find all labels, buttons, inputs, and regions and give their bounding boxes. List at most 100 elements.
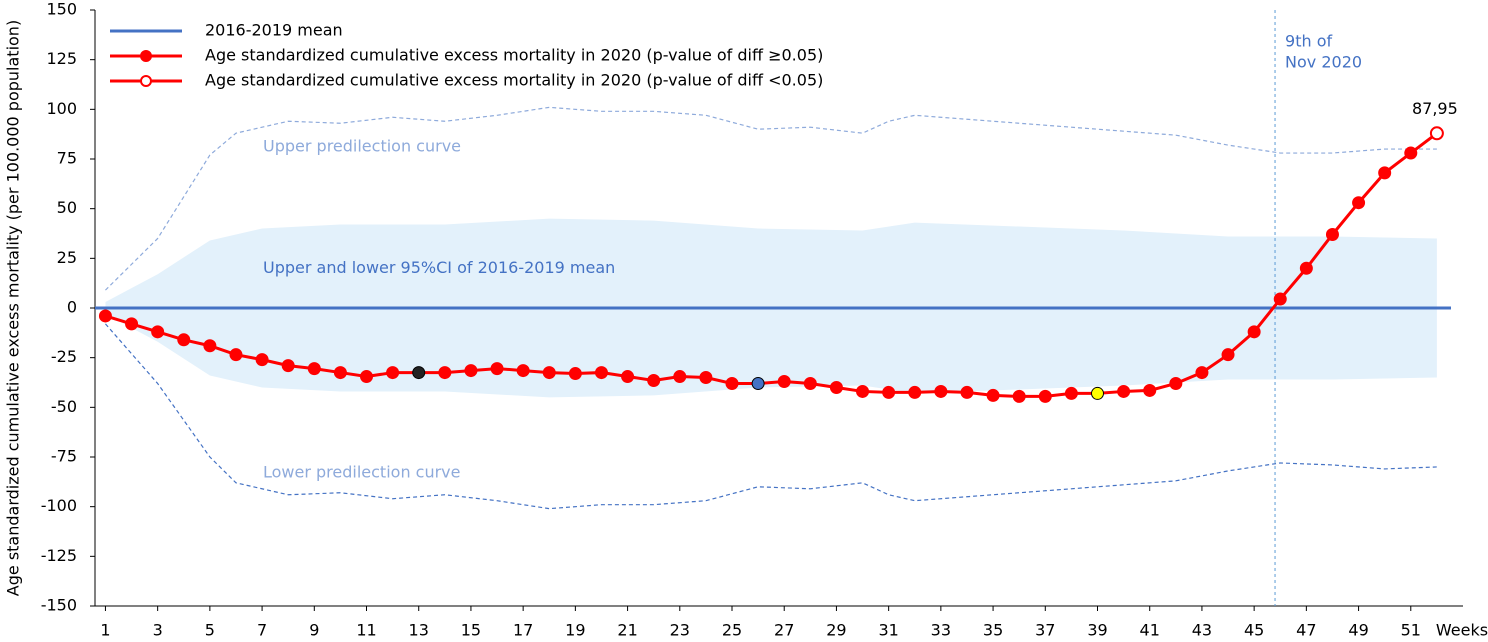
- marker: [934, 384, 948, 398]
- legend-label: 2016-2019 mean: [205, 21, 343, 40]
- marker: [229, 348, 243, 362]
- x-tick-label: 27: [774, 621, 794, 640]
- marker: [594, 366, 608, 380]
- annotation: Lower predilection curve: [263, 462, 461, 481]
- x-tick-label: 29: [826, 621, 846, 640]
- x-tick-label: 35: [983, 621, 1003, 640]
- marker: [203, 339, 217, 353]
- y-tick-label: 25: [57, 248, 77, 267]
- marker: [438, 366, 452, 380]
- marker: [98, 309, 112, 323]
- legend-label: Age standardized cumulative excess morta…: [205, 46, 823, 65]
- marker: [1038, 389, 1052, 403]
- marker: [908, 385, 922, 399]
- x-tick-label: 19: [565, 621, 585, 640]
- annotation: Upper and lower 95%CI of 2016-2019 mean: [263, 258, 615, 277]
- legend-label: Age standardized cumulative excess morta…: [205, 71, 823, 90]
- marker: [1117, 384, 1131, 398]
- prediction-curve: [105, 106, 1437, 291]
- marker: [751, 376, 765, 390]
- x-tick-label: 13: [409, 621, 429, 640]
- marker: [725, 376, 739, 390]
- marker: [647, 374, 661, 388]
- y-tick-label: -100: [41, 496, 77, 515]
- x-tick-label: 3: [153, 621, 163, 640]
- x-tick-label: 43: [1192, 621, 1212, 640]
- marker: [699, 371, 713, 385]
- marker: [307, 362, 321, 376]
- marker: [1378, 166, 1392, 180]
- x-tick-label: 9: [309, 621, 319, 640]
- x-tick-label: 5: [205, 621, 215, 640]
- marker: [1143, 383, 1157, 397]
- x-tick-label: 15: [461, 621, 481, 640]
- marker: [151, 325, 165, 339]
- marker: [803, 376, 817, 390]
- x-tick-label: 23: [670, 621, 690, 640]
- x-tick-label: 37: [1035, 621, 1055, 640]
- y-tick-label: 75: [57, 149, 77, 168]
- marker: [1195, 366, 1209, 380]
- x-tick-label: 25: [722, 621, 742, 640]
- x-axis-label: Weeks: [1436, 621, 1488, 640]
- marker: [1352, 196, 1366, 210]
- marker: [1221, 348, 1235, 362]
- marker: [1247, 325, 1261, 339]
- marker: [490, 362, 504, 376]
- y-tick-label: 150: [46, 0, 77, 19]
- y-tick-label: 125: [46, 49, 77, 68]
- marker: [360, 370, 374, 384]
- x-tick-label: 49: [1348, 621, 1368, 640]
- marker: [516, 364, 530, 378]
- marker: [386, 366, 400, 380]
- marker: [1012, 389, 1026, 403]
- y-tick-label: -50: [51, 397, 77, 416]
- marker: [568, 367, 582, 381]
- y-tick-label: -150: [41, 596, 77, 615]
- x-tick-label: 47: [1296, 621, 1316, 640]
- marker: [1299, 261, 1313, 275]
- marker: [1325, 227, 1339, 241]
- marker: [412, 366, 426, 380]
- marker: [1169, 376, 1183, 390]
- prediction-curve: [104, 323, 1437, 510]
- reference-label: Nov 2020: [1285, 53, 1362, 72]
- marker: [255, 353, 269, 367]
- x-tick-label: 7: [257, 621, 267, 640]
- y-tick-label: 0: [67, 298, 77, 317]
- data-label: 87,95: [1412, 99, 1458, 118]
- marker: [1064, 386, 1078, 400]
- marker: [125, 317, 139, 331]
- x-tick-label: 51: [1401, 621, 1421, 640]
- x-tick-label: 11: [356, 621, 376, 640]
- x-tick-label: 41: [1140, 621, 1160, 640]
- marker: [829, 380, 843, 394]
- legend-swatch: [140, 75, 152, 87]
- annotation: Upper predilection curve: [263, 137, 461, 156]
- marker: [333, 366, 347, 380]
- marker: [1273, 292, 1287, 306]
- y-tick-label: -75: [51, 447, 77, 466]
- marker: [464, 364, 478, 378]
- marker: [621, 370, 635, 384]
- legend-swatch: [140, 50, 152, 62]
- x-tick-label: 31: [878, 621, 898, 640]
- x-tick-label: 17: [513, 621, 533, 640]
- x-tick-label: 39: [1087, 621, 1107, 640]
- y-tick-label: 100: [46, 99, 77, 118]
- y-tick-label: 50: [57, 198, 77, 217]
- marker: [882, 385, 896, 399]
- x-tick-label: 1: [100, 621, 110, 640]
- marker: [177, 333, 191, 347]
- marker: [1404, 146, 1418, 160]
- marker: [281, 359, 295, 373]
- marker: [777, 375, 791, 389]
- x-tick-label: 21: [617, 621, 637, 640]
- marker: [673, 370, 687, 384]
- marker: [986, 388, 1000, 402]
- marker: [542, 366, 556, 380]
- marker: [1429, 126, 1444, 141]
- x-tick-label: 45: [1244, 621, 1264, 640]
- y-axis-label: Age standardized cumulative excess morta…: [4, 20, 23, 596]
